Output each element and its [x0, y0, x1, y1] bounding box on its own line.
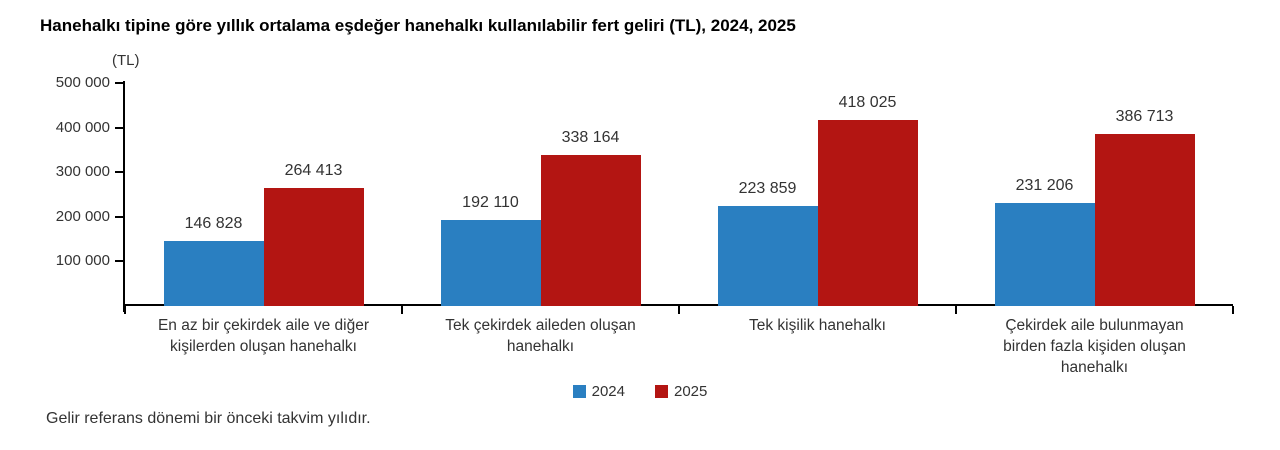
bar-2024	[440, 220, 541, 306]
y-tick-mark	[115, 215, 123, 218]
legend-label: 2025	[674, 383, 708, 400]
x-tick-mark	[401, 306, 403, 314]
x-tick-mark	[1232, 306, 1234, 314]
category-label: En az bir çekirdek aile ve diğer kişilerd…	[157, 317, 370, 355]
legend: 2024 2025	[0, 383, 1280, 400]
value-label-2024: 231 206	[1015, 176, 1074, 194]
legend-item-2024: 2024	[572, 383, 625, 400]
y-tick-label: 200 000	[55, 207, 110, 225]
y-tick-mark	[115, 82, 123, 84]
value-label-2025: 264 413	[284, 162, 343, 180]
value-label-2024: 192 110	[462, 194, 519, 212]
bar-2024	[717, 206, 818, 306]
category-label: Çekirdek aile bulunmayan birden fazla kiş…	[1003, 317, 1186, 376]
y-tick-mark	[115, 171, 123, 174]
legend-swatch-2025	[655, 385, 668, 398]
bar-2024	[163, 240, 264, 306]
y-tick-label: 300 000	[55, 163, 110, 181]
bar-2025	[1094, 133, 1195, 306]
category-label: Tek kişilik hanehalkı	[749, 317, 886, 334]
bar-2025	[540, 155, 641, 306]
y-tick-label: 100 000	[55, 252, 110, 270]
legend-swatch-2024	[572, 385, 586, 398]
x-tick-mark	[678, 306, 680, 314]
bar-2025	[817, 119, 918, 306]
y-tick-mark	[115, 126, 123, 129]
y-axis-line	[123, 81, 125, 312]
x-axis-line	[123, 304, 1233, 306]
y-tick-label: 400 000	[55, 118, 110, 136]
y-axis-unit-label: (TL)	[112, 52, 140, 69]
value-label-2025: 418 025	[838, 93, 897, 111]
footnote: Gelir referans dönemi bir önceki takvim …	[46, 410, 371, 427]
legend-item-2025: 2025	[655, 383, 707, 400]
chart-title: Hanehalkı tipine göre yıllık ortalama eş…	[40, 16, 796, 35]
bar-2025	[263, 188, 364, 306]
value-label-2025: 338 164	[561, 129, 620, 147]
value-label-2024: 223 859	[738, 180, 797, 198]
x-tick-mark	[955, 306, 957, 314]
category-label: Tek çekirdek aileden oluşan hanehalkı	[445, 317, 636, 355]
legend-label: 2024	[591, 383, 625, 400]
y-tick-mark	[115, 260, 123, 263]
bar-2024	[994, 202, 1095, 306]
value-label-2025: 386 713	[1115, 107, 1174, 125]
x-tick-mark	[124, 306, 126, 314]
y-tick-label: 500 000	[55, 74, 110, 91]
value-label-2024: 146 828	[184, 214, 243, 232]
